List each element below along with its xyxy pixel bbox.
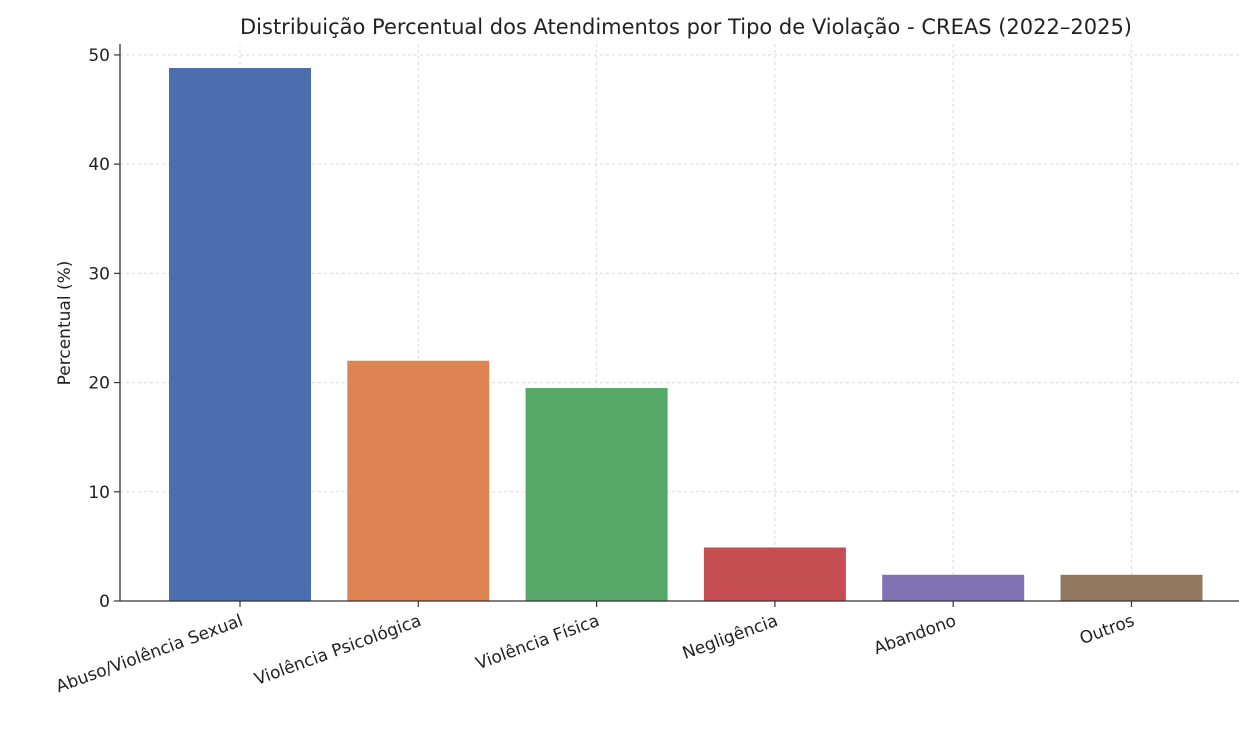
bar <box>525 388 668 601</box>
bar <box>703 547 846 601</box>
x-tick-label: Outros <box>1077 611 1137 649</box>
bars-layer <box>169 68 1203 601</box>
bar <box>1060 574 1203 601</box>
x-tick-label: Abuso/Violência Sexual <box>53 611 245 697</box>
y-tick-label: 50 <box>88 46 110 66</box>
x-tick-label: Abandono <box>871 611 959 659</box>
y-tick-label: 20 <box>88 374 110 394</box>
y-tick-label: 0 <box>99 592 110 612</box>
x-tick-label: Violência Psicológica <box>252 611 424 690</box>
y-axis-label: Percentual (%) <box>55 261 75 386</box>
x-tick-label: Violência Física <box>473 611 602 674</box>
bar <box>347 360 490 601</box>
bar <box>169 68 311 601</box>
bar <box>882 574 1025 601</box>
y-tick-label: 10 <box>88 483 110 503</box>
chart-title: Distribuição Percentual dos Atendimentos… <box>240 15 1132 39</box>
x-tick-label: Negligência <box>680 611 781 664</box>
y-tick-label: 40 <box>88 155 110 175</box>
y-tick-label: 30 <box>88 264 110 284</box>
